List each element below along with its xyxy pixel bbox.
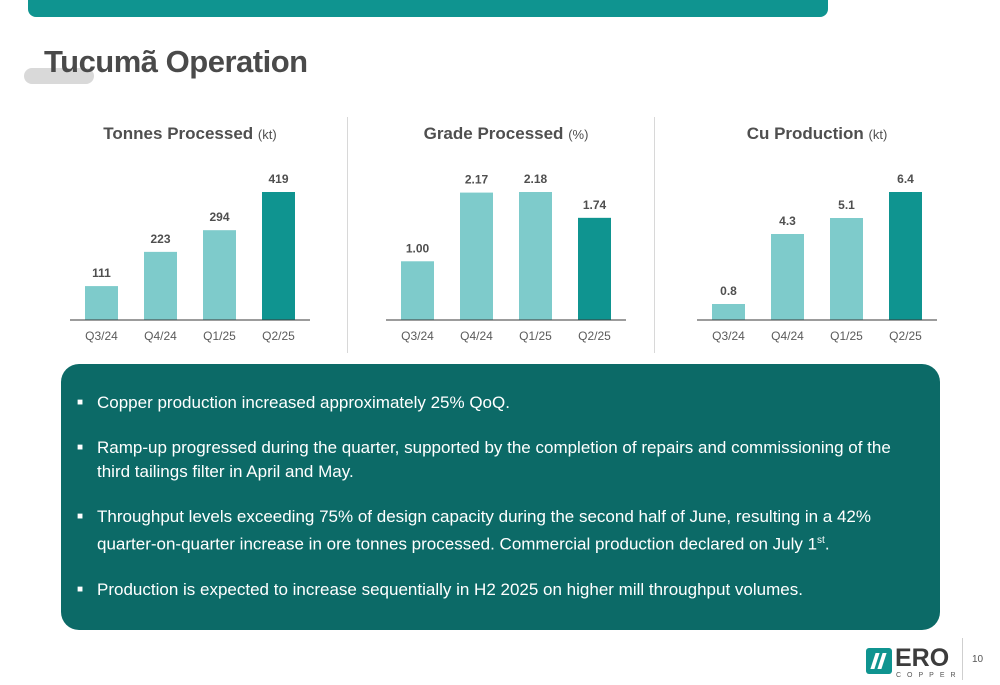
page-title: Tucumã Operation [44,44,308,79]
bar [889,192,922,320]
top-accent-bar [28,0,828,17]
ero-copper-logo: ERO COPPER [866,644,958,682]
bullet-icon: ■ [77,442,84,453]
bar [712,304,745,320]
chart-unit: (%) [568,127,589,142]
bar [144,251,177,320]
bar [830,218,863,320]
bar [578,217,611,320]
category-label: Q1/25 [830,329,863,343]
data-label: 223 [150,232,170,246]
highlight-text: Production is expected to increase seque… [97,579,803,599]
bar-chart-svg: 1.00 Q3/24 2.17 Q4/24 2.18 Q1/25 1.74 Q2/25 [386,172,626,343]
data-label: 294 [209,210,229,224]
bar [519,192,552,320]
data-label: 5.1 [838,198,855,212]
chart-divider [654,117,655,353]
bar [401,261,434,320]
highlight-item: ■ Ramp-up progressed during the quarter,… [77,436,900,484]
bar [85,286,118,320]
category-label: Q1/25 [203,329,236,343]
logo-word: ERO [895,644,950,672]
chart-title-text: Cu Production [746,124,864,143]
highlights-box: ■ Copper production increased approximat… [61,364,940,630]
ordinal-suffix: st [817,535,825,546]
tonnes-processed-chart: 111 Q3/24 223 Q4/24 294 Q1/25 419 Q2/25 Tonnes … [40,118,340,358]
highlight-item: ■ Copper production increased approximat… [77,391,900,415]
data-label: 2.18 [524,172,548,186]
chart-unit: (kt) [868,127,888,142]
bar-chart-svg: 0.8 Q3/24 4.3 Q4/24 5.1 Q1/25 6.4 Q2/25 [697,172,937,343]
ero-copper-logo-icon [866,648,892,674]
category-label: Q4/24 [460,329,493,343]
chart-title: Grade Processed (%) [356,124,656,144]
category-label: Q2/25 [262,329,295,343]
page-number: 10 [972,654,984,665]
bullet-icon: ■ [77,583,84,595]
chart-title: Tonnes Processed (kt) [40,124,340,144]
highlight-text: Throughput levels exceeding 75% of desig… [97,507,871,554]
data-label: 4.3 [779,214,796,228]
chart-title: Cu Production (kt) [667,124,967,144]
highlight-text-end: . [824,534,830,554]
grade-processed-chart: 1.00 Q3/24 2.17 Q4/24 2.18 Q1/25 1.74 Q2/25 Gra… [356,118,656,358]
highlight-text: Copper production increased approximatel… [97,393,510,412]
chart-title-text: Grade Processed [423,124,564,143]
data-label: 2.17 [465,173,489,187]
chart-divider [347,117,348,353]
cu-production-chart: 0.8 Q3/24 4.3 Q4/24 5.1 Q1/25 6.4 Q2/25 Cu Prod… [667,118,967,358]
data-label: 1.00 [406,241,430,255]
data-label: 111 [92,266,111,280]
title-decoration [24,68,94,84]
bar [460,192,493,320]
category-label: Q2/25 [578,329,611,343]
page-number-divider [962,638,963,680]
chart-title-text: Tonnes Processed [103,124,254,143]
category-label: Q3/24 [401,329,434,343]
bar [203,230,236,320]
highlight-text-block: Throughput levels exceeding 75% of desig… [97,505,900,557]
category-label: Q4/24 [144,329,177,343]
highlight-item: ■ Throughput levels exceeding 75% of des… [77,505,900,557]
data-label: 6.4 [897,172,914,186]
category-label: Q1/25 [519,329,552,343]
bar [771,234,804,320]
category-label: Q3/24 [85,329,118,343]
category-label: Q4/24 [771,329,804,343]
bar [262,192,295,320]
highlight-item: ■ Production is expected to increase seq… [77,578,900,602]
chart-unit: (kt) [257,127,277,142]
logo-subtitle: COPPER [896,672,962,679]
highlight-text: Ramp-up progressed during the quarter, s… [97,438,891,481]
category-label: Q2/25 [889,329,922,343]
data-label: 0.8 [720,284,737,298]
category-label: Q3/24 [712,329,745,343]
data-label: 419 [268,172,288,186]
bar-chart-svg: 111 Q3/24 223 Q4/24 294 Q1/25 419 Q2/25 [70,172,310,343]
bullet-icon: ■ [77,511,84,522]
bullet-icon: ■ [77,397,84,408]
data-label: 1.74 [583,198,607,212]
